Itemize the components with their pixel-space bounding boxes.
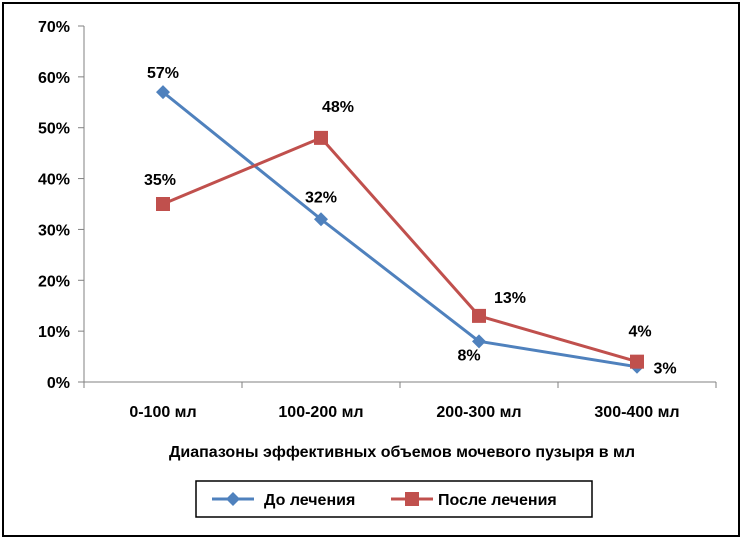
y-tick-label: 20% (38, 273, 70, 290)
data-labels: 57% 32% 8% 3% 35% 48% 13% 4% (144, 65, 677, 378)
series-line-1 (162, 90, 638, 369)
point-marker (314, 212, 328, 227)
legend-marker (226, 492, 240, 506)
legend-label: После лечения (438, 492, 557, 509)
y-tick-label: 0% (47, 375, 70, 392)
point-marker (314, 130, 328, 145)
series-markers (156, 85, 644, 374)
legend-marker (405, 492, 419, 506)
y-tick-label: 40% (38, 172, 70, 189)
series-line-2 (162, 136, 638, 364)
legend-label: До лечения (264, 492, 355, 509)
y-axis-ticks: 0% 10% 20% 30% 40% 50% 60% 70% (38, 19, 84, 392)
x-axis-ticks: 0-100 мл 100-200 мл 200-300 мл 300-400 мл (83, 382, 717, 421)
legend: До лечения После лечения (195, 480, 593, 518)
data-label: 57% (147, 65, 179, 82)
point-marker (156, 197, 170, 211)
data-label: 35% (144, 172, 176, 189)
point-marker (472, 334, 486, 349)
x-tick-label: 200-300 мл (436, 404, 521, 421)
data-label: 4% (628, 324, 651, 341)
data-label: 8% (457, 347, 480, 364)
y-tick-label: 30% (38, 222, 70, 239)
x-tick-label: 100-200 мл (278, 404, 363, 421)
x-tick-label: 300-400 мл (594, 404, 679, 421)
y-tick-label: 60% (38, 70, 70, 87)
chart-frame (2, 2, 740, 537)
point-marker (156, 85, 170, 100)
x-tick-label: 0-100 мл (129, 404, 196, 421)
y-tick-label: 10% (38, 324, 70, 341)
data-label: 32% (305, 189, 337, 206)
y-tick-label: 50% (38, 121, 70, 138)
x-axis-title: Диапазоны эффективных объемов мочевого п… (169, 444, 635, 461)
y-tick-label: 70% (38, 19, 70, 36)
data-label: 13% (494, 290, 526, 307)
data-label: 48% (322, 99, 354, 116)
point-marker (630, 354, 644, 369)
point-marker (472, 308, 486, 323)
data-label: 3% (653, 361, 676, 378)
series-lines (162, 90, 638, 369)
